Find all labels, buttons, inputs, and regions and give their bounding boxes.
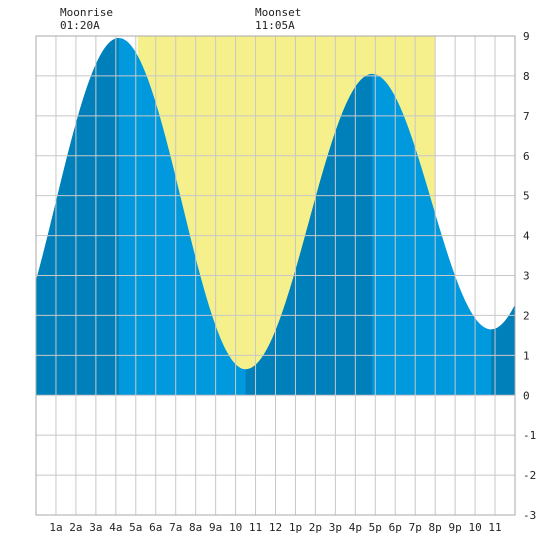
x-tick-label: 1a	[49, 521, 62, 534]
y-tick-label: 2	[523, 309, 530, 322]
x-tick-label: 5p	[369, 521, 382, 534]
x-tick-label: 7p	[409, 521, 422, 534]
moonset-time: 11:05A	[255, 19, 295, 32]
grid-layer	[36, 36, 515, 515]
x-tick-label: 4a	[109, 521, 122, 534]
y-tick-label: -3	[523, 509, 536, 522]
x-tick-label: 8p	[429, 521, 442, 534]
y-tick-label: 3	[523, 270, 530, 283]
x-tick-label: 2p	[309, 521, 322, 534]
y-tick-label: 8	[523, 70, 530, 83]
x-tick-label: 10	[229, 521, 242, 534]
x-tick-label: 7a	[169, 521, 182, 534]
x-tick-label: 1p	[289, 521, 302, 534]
y-tick-label: 7	[523, 110, 530, 123]
y-tick-label: 4	[523, 230, 530, 243]
moonrise-label: Moonrise	[60, 6, 113, 19]
x-tick-label: 3p	[329, 521, 342, 534]
x-tick-label: 8a	[189, 521, 202, 534]
tide-shade-band	[36, 38, 119, 396]
tide-shade-band	[491, 304, 515, 396]
x-tick-label: 5a	[129, 521, 142, 534]
x-tick-label: 11	[488, 521, 501, 534]
y-tick-label: 1	[523, 349, 530, 362]
y-tick-label: 0	[523, 389, 530, 402]
x-tick-label: 9p	[449, 521, 462, 534]
y-tick-label: 5	[523, 190, 530, 203]
x-tick-label: 2a	[69, 521, 82, 534]
plot-border	[35, 35, 516, 516]
y-tick-labels: -3 -2 -1 0 1 2 3 4 5 6 7 8 9	[523, 30, 536, 522]
y-tick-label: 9	[523, 30, 530, 43]
y-tick-label: -2	[523, 469, 536, 482]
y-tick-label: 6	[523, 150, 530, 163]
x-tick-label: 6a	[149, 521, 162, 534]
x-tick-label: 4p	[349, 521, 362, 534]
x-tick-label: 6p	[389, 521, 402, 534]
x-tick-label: 10	[468, 521, 481, 534]
x-tick-labels: 1a 2a 3a 4a 5a 6a 7a 8a 9a 10 11 12 1p 2p 3p 4p 5p 6p 7p 8p…	[49, 521, 501, 534]
y-tick-label: -1	[523, 429, 536, 442]
x-tick-label: 12	[269, 521, 282, 534]
x-tick-label: 11	[249, 521, 262, 534]
moonset-label: Moonset	[255, 6, 301, 19]
x-tick-label: 3a	[89, 521, 102, 534]
x-tick-label: 9a	[209, 521, 222, 534]
moonrise-time: 01:20A	[60, 19, 100, 32]
